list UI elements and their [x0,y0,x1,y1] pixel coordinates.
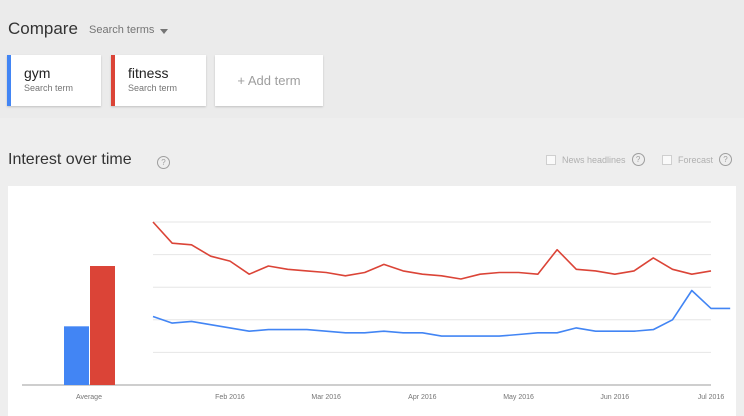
average-bar-gym [64,326,89,385]
search-terms-dropdown[interactable]: Search terms [89,24,169,36]
search-terms-label: Search terms [89,24,155,36]
term-name: fitness [128,65,169,81]
average-label: Average [76,394,102,401]
x-tick-label: Jul 2016 [698,394,725,401]
forecast-label: Forecast [678,154,714,165]
help-icon[interactable]: ? [631,153,645,166]
term-subtitle: Search term [24,83,74,93]
forecast-option[interactable]: Forecast ? [662,153,733,166]
x-tick-label: Feb 2016 [215,394,245,401]
x-tick-label: Mar 2016 [311,394,341,401]
section-title: Interest over time [8,151,132,168]
interest-over-time-chart: Average Feb 2016 Mar 2016 Apr 2016 May 2016 J… [8,186,736,416]
compare-title: Compare [8,19,78,38]
term-card-fitness[interactable]: fitness Search term [111,55,206,106]
news-headlines-option[interactable]: News headlines ? [546,153,645,166]
add-term-button[interactable]: + Add term [215,55,323,106]
term-card-gym[interactable]: gym Search term [7,55,101,106]
caret-down-icon [160,28,169,34]
term-subtitle: Search term [128,83,178,93]
help-icon[interactable]: ? [719,153,733,166]
series-line-fitness [152,221,712,280]
term-name: gym [24,65,51,81]
help-icon[interactable]: ? [157,156,170,169]
chart-canvas: Average Feb 2016 Mar 2016 Apr 2016 May 2016 J… [22,221,731,401]
x-tick-label: May 2016 [503,394,534,401]
series-line-gym [152,289,731,337]
add-term-label: + Add term [237,73,301,88]
forecast-checkbox[interactable] [662,154,672,165]
news-headlines-label: News headlines [562,154,626,165]
x-tick-label: Apr 2016 [408,394,437,401]
average-bar-fitness [90,266,115,385]
news-headlines-checkbox[interactable] [546,154,556,165]
x-tick-label: Jun 2016 [600,394,629,401]
